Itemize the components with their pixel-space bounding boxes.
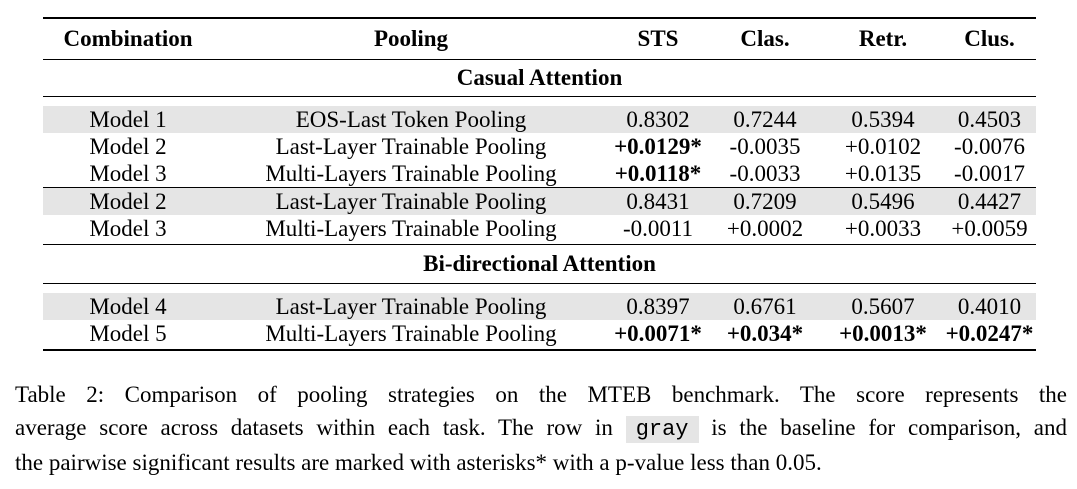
- cell-sts: +0.0071*: [609, 320, 707, 351]
- gray-highlight-word: gray: [625, 416, 699, 443]
- pooling-comparison-table: Combination Pooling STS Clas. Retr. Clus…: [43, 17, 1036, 351]
- table-row: Model 1 EOS-Last Token Pooling 0.8302 0.…: [43, 106, 1036, 133]
- section-title: Bi-directional Attention: [43, 244, 1036, 284]
- cell-pooling: Last-Layer Trainable Pooling: [275, 134, 547, 159]
- cell-sts: -0.0011: [622, 216, 694, 241]
- cell-clas: 0.6761: [707, 293, 823, 320]
- section-bidirectional-attention: Bi-directional Attention: [43, 244, 1036, 284]
- cell-retr: +0.0033: [844, 216, 922, 241]
- cell-clus: 0.4427: [943, 187, 1036, 215]
- cell-pooling: Multi-Layers Trainable Pooling: [265, 216, 557, 241]
- table-header-row: Combination Pooling STS Clas. Retr. Clus…: [43, 17, 1036, 60]
- cell-retr: 0.5394: [823, 106, 943, 133]
- cell-sts: 0.8397: [609, 293, 707, 320]
- cell-combination: Model 2: [89, 134, 167, 159]
- cell-clus: +0.0247*: [943, 320, 1036, 351]
- cell-pooling: EOS-Last Token Pooling: [213, 106, 609, 133]
- cell-combination: Model 4: [43, 293, 213, 320]
- cell-sts: +0.0129*: [614, 134, 702, 159]
- table-row: Model 3 Multi-Layers Trainable Pooling -…: [43, 215, 1036, 245]
- section-casual-attention: Casual Attention: [43, 59, 1036, 97]
- cell-pooling: Last-Layer Trainable Pooling: [213, 293, 609, 320]
- cell-clas: -0.0035: [729, 134, 801, 159]
- caption-line-2-end: is the baseline for comparison, and: [711, 415, 1068, 440]
- header-pooling: Pooling: [213, 17, 609, 60]
- cell-pooling: Multi-Layers Trainable Pooling: [265, 161, 557, 186]
- cell-clus: 0.4010: [943, 293, 1036, 320]
- cell-pooling: Last-Layer Trainable Pooling: [213, 187, 609, 215]
- cell-clus: -0.0017: [954, 161, 1025, 186]
- table-row: Model 2 Last-Layer Trainable Pooling 0.8…: [43, 187, 1036, 215]
- cell-retr: +0.0102: [844, 134, 922, 159]
- cell-retr: +0.0135: [844, 161, 922, 186]
- cell-combination: Model 3: [89, 161, 167, 186]
- header-combination: Combination: [43, 17, 213, 60]
- table-caption: Table 2: Comparison of pooling strategie…: [15, 378, 1067, 479]
- caption-line-2-start: average score across datasets within eac…: [15, 415, 613, 440]
- cell-clus: 0.4503: [943, 106, 1036, 133]
- cell-combination: Model 2: [43, 187, 213, 215]
- cell-clas: +0.0002: [726, 216, 804, 241]
- table-row: Model 4 Last-Layer Trainable Pooling 0.8…: [43, 293, 1036, 320]
- cell-sts: +0.0118*: [614, 161, 702, 186]
- cell-clas: +0.034*: [707, 320, 823, 351]
- cell-clas: 0.7244: [707, 106, 823, 133]
- header-clus: Clus.: [943, 17, 1036, 60]
- results-table-container: Combination Pooling STS Clas. Retr. Clus…: [43, 17, 1036, 351]
- cell-combination: Model 1: [43, 106, 213, 133]
- section-title: Casual Attention: [43, 59, 1036, 97]
- table-row: Model 3 Multi-Layers Trainable Pooling +…: [43, 160, 1036, 188]
- cell-sts: 0.8431: [609, 187, 707, 215]
- cell-clas: -0.0033: [729, 161, 801, 186]
- cell-clas: 0.7209: [707, 187, 823, 215]
- cell-combination: Model 3: [89, 216, 167, 241]
- caption-line-3: the pairwise significant results are mar…: [15, 450, 822, 475]
- cell-combination: Model 5: [43, 320, 213, 351]
- cell-sts: 0.8302: [609, 106, 707, 133]
- header-clas: Clas.: [707, 17, 823, 60]
- cell-clus: +0.0059: [951, 216, 1028, 241]
- cell-pooling: Multi-Layers Trainable Pooling: [213, 320, 609, 351]
- cell-clus: -0.0076: [954, 134, 1025, 159]
- caption-line-2: average score across datasets within eac…: [15, 411, 1067, 446]
- header-retr: Retr.: [823, 17, 943, 60]
- table-row: Model 2 Last-Layer Trainable Pooling +0.…: [43, 133, 1036, 160]
- header-sts: STS: [609, 17, 707, 60]
- cell-retr: 0.5607: [823, 293, 943, 320]
- cell-retr: 0.5496: [823, 187, 943, 215]
- cell-retr: +0.0013*: [823, 320, 943, 351]
- table-row: Model 5 Multi-Layers Trainable Pooling +…: [43, 320, 1036, 351]
- caption-line-1: Table 2: Comparison of pooling strategie…: [15, 382, 1067, 407]
